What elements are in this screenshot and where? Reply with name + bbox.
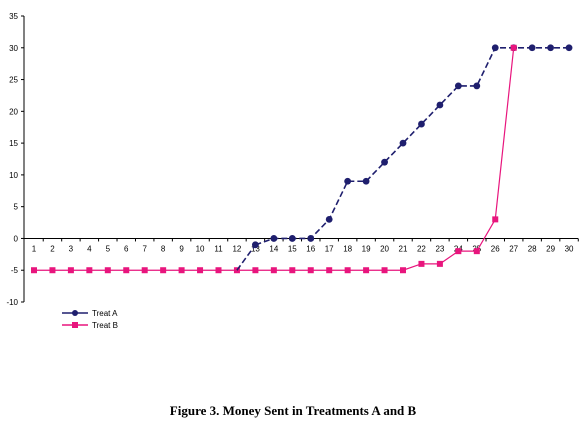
data-point-treat-a — [399, 139, 407, 147]
data-point-treat-b — [326, 267, 333, 274]
data-point-treat-a — [344, 177, 352, 185]
data-point-treat-a — [473, 82, 481, 90]
x-tick-label: 4 — [87, 244, 92, 253]
data-point-treat-a — [288, 235, 296, 242]
data-point-treat-a — [436, 101, 444, 109]
y-tick-label: 5 — [14, 203, 19, 212]
data-point-treat-b — [31, 267, 37, 274]
x-tick-label: 27 — [509, 244, 518, 253]
x-tick-label: 20 — [380, 244, 389, 253]
data-point-treat-a — [547, 44, 554, 52]
y-tick-label: 0 — [14, 234, 19, 243]
x-tick-label: 12 — [232, 244, 241, 253]
x-tick-label: 14 — [269, 244, 278, 253]
data-point-treat-b — [215, 267, 222, 274]
x-tick-label: 15 — [288, 244, 297, 253]
legend-label-treat-b: Treat B — [92, 321, 118, 330]
x-tick-label: 23 — [435, 244, 444, 253]
x-tick-label: 8 — [161, 244, 166, 253]
x-tick-label: 3 — [69, 244, 74, 253]
data-point-treat-b — [252, 267, 259, 274]
data-point-treat-b — [307, 267, 314, 274]
treat-a-lead-in — [236, 244, 257, 271]
x-tick-label: 16 — [306, 244, 315, 253]
y-tick-label: 25 — [9, 76, 18, 85]
data-point-treat-b — [381, 267, 388, 274]
data-point-treat-b — [473, 248, 480, 255]
x-tick-label: 18 — [343, 244, 352, 253]
data-point-treat-a — [491, 44, 499, 52]
x-tick-label: 17 — [325, 244, 334, 253]
data-point-treat-b — [141, 267, 148, 274]
data-point-treat-b — [363, 267, 370, 274]
series-line-treat-a — [255, 46, 570, 246]
x-tick-label: 11 — [214, 244, 223, 253]
data-point-treat-a — [307, 235, 315, 242]
data-point-treat-b — [492, 216, 499, 223]
data-point-treat-b — [104, 267, 111, 274]
data-point-treat-a — [528, 44, 536, 52]
data-point-treat-a — [325, 215, 333, 223]
y-tick-label: 30 — [9, 44, 18, 53]
legend-marker-treat-b — [72, 322, 78, 328]
data-point-treat-b — [270, 267, 277, 274]
data-point-treat-b — [160, 267, 167, 274]
x-tick-label: 2 — [50, 244, 55, 253]
data-point-treat-b — [436, 260, 443, 267]
legend-label-treat-a: Treat A — [92, 309, 118, 318]
x-tick-label: 5 — [106, 244, 111, 253]
data-point-treat-b — [197, 267, 204, 274]
data-point-treat-b — [400, 267, 406, 274]
data-point-treat-a — [454, 82, 462, 90]
y-tick-label: 35 — [9, 12, 18, 21]
y-tick-label: -10 — [6, 298, 18, 307]
x-tick-label: 13 — [251, 244, 260, 253]
x-tick-label: 6 — [124, 244, 129, 253]
data-point-treat-a — [418, 120, 425, 128]
x-tick-label: 26 — [491, 244, 500, 253]
x-tick-label: 1 — [32, 244, 37, 253]
x-tick-label: 7 — [142, 244, 147, 253]
x-tick-label: 19 — [362, 244, 371, 253]
x-tick-label: 22 — [417, 244, 426, 253]
data-point-treat-a — [381, 158, 388, 166]
x-tick-label: 9 — [179, 244, 184, 253]
data-point-treat-b — [344, 267, 351, 274]
data-point-treat-b — [455, 248, 462, 255]
data-point-treat-a — [270, 235, 278, 242]
data-point-treat-b — [178, 267, 185, 274]
data-point-treat-b — [510, 44, 517, 51]
x-tick-label: 30 — [565, 244, 574, 253]
x-tick-label: 28 — [528, 244, 537, 253]
x-tick-label: 10 — [196, 244, 205, 253]
x-tick-label: 29 — [546, 244, 555, 253]
legend-marker-treat-a — [72, 310, 78, 316]
data-point-treat-b — [289, 267, 296, 274]
data-point-treat-b — [67, 267, 74, 274]
y-tick-label: 10 — [9, 171, 18, 180]
data-point-treat-b — [123, 267, 130, 274]
data-point-treat-a — [565, 44, 573, 52]
data-point-treat-a — [362, 177, 370, 185]
y-tick-label: -5 — [11, 266, 19, 275]
data-point-treat-b — [86, 267, 93, 274]
figure-caption: Figure 3. Money Sent in Treatments A and… — [169, 403, 417, 418]
data-point-treat-b — [418, 260, 425, 267]
x-tick-label: 21 — [399, 244, 408, 253]
data-point-treat-b — [49, 267, 56, 274]
y-tick-label: 15 — [9, 139, 18, 148]
y-tick-label: 20 — [9, 107, 18, 116]
